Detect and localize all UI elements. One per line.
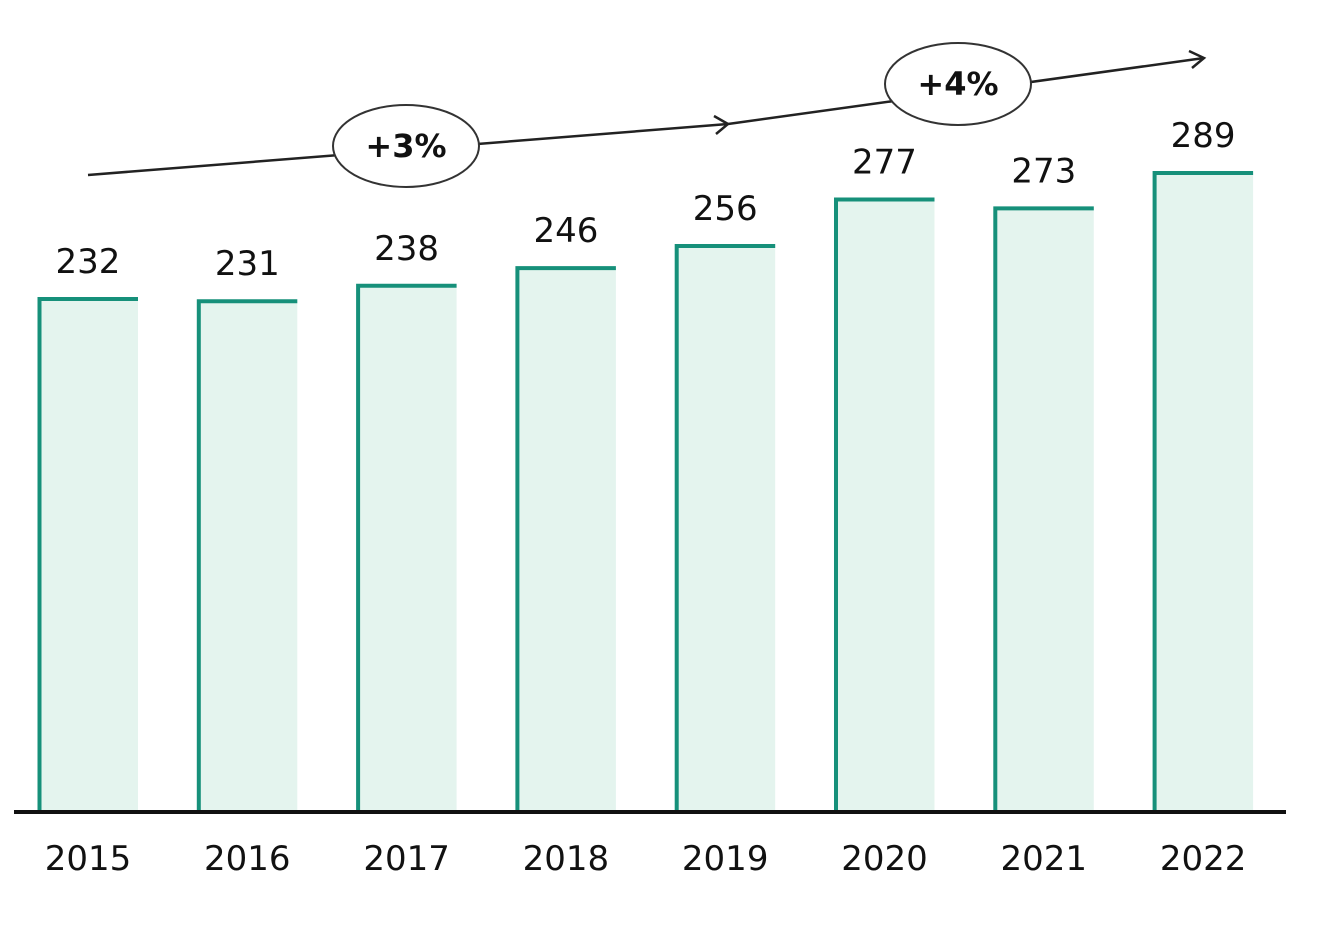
bar-outline-2017	[356, 283, 457, 812]
bar-2020	[834, 199, 935, 813]
bar-2018	[515, 268, 616, 812]
bar-outline-2022	[1152, 171, 1254, 812]
growth-label-2: +4%	[917, 65, 998, 103]
bars-group	[37, 171, 1254, 813]
value-label-2017: 238	[374, 229, 439, 269]
trend-arrow-2-head	[1188, 49, 1207, 69]
growth-label-1: +3%	[365, 127, 446, 165]
growth-bubble-2	[884, 42, 1032, 126]
bar-outline-2020	[834, 197, 935, 812]
bar-2022	[1153, 173, 1254, 812]
value-label-2016: 231	[215, 244, 280, 284]
value-label-2018: 246	[533, 211, 598, 251]
value-label-2022: 289	[1171, 116, 1236, 156]
category-label-2019: 2019	[682, 839, 769, 879]
bar-2017	[356, 285, 457, 812]
bar-2016	[197, 301, 298, 812]
category-label-2016: 2016	[204, 839, 291, 879]
category-label-2020: 2020	[841, 839, 928, 879]
bar-outline-2018	[515, 266, 616, 812]
value-label-2019: 256	[693, 189, 758, 229]
category-label-2021: 2021	[1001, 839, 1088, 879]
bar-outline-2019	[674, 243, 776, 812]
bar-outline-2021	[993, 206, 1094, 812]
value-label-2020: 277	[852, 143, 917, 183]
value-labels-group: 232 231 238 246 256 277 273 289	[56, 116, 1236, 284]
value-label-2021: 273	[1011, 151, 1076, 191]
growth-annotations: +3% +4%	[87, 42, 1207, 188]
bar-2019	[675, 245, 776, 812]
category-label-2022: 2022	[1160, 839, 1247, 879]
category-label-2015: 2015	[45, 839, 132, 879]
category-labels-group: 2015 2016 2017 2018 2019 2020 2021 2022	[45, 839, 1247, 879]
growth-bubble-1	[332, 104, 480, 188]
value-label-2015: 232	[56, 242, 121, 282]
bar-outline-2015	[37, 297, 138, 812]
category-label-2018: 2018	[523, 839, 610, 879]
bar-2021	[993, 208, 1094, 812]
category-label-2017: 2017	[363, 839, 450, 879]
bar-outline-2016	[196, 299, 298, 812]
bar-2015	[38, 299, 138, 812]
